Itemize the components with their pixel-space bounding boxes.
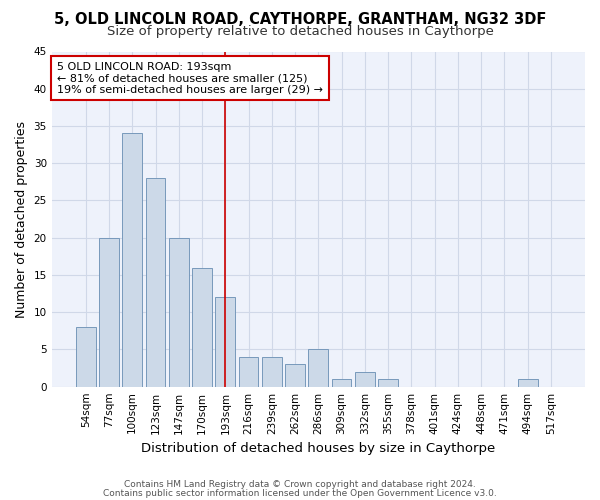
Bar xyxy=(285,364,305,386)
Bar xyxy=(99,238,119,386)
Bar xyxy=(239,357,259,386)
X-axis label: Distribution of detached houses by size in Caythorpe: Distribution of detached houses by size … xyxy=(141,442,496,455)
Bar xyxy=(169,238,188,386)
Text: Size of property relative to detached houses in Caythorpe: Size of property relative to detached ho… xyxy=(107,25,493,38)
Bar xyxy=(146,178,166,386)
Text: 5, OLD LINCOLN ROAD, CAYTHORPE, GRANTHAM, NG32 3DF: 5, OLD LINCOLN ROAD, CAYTHORPE, GRANTHAM… xyxy=(54,12,546,28)
Text: Contains HM Land Registry data © Crown copyright and database right 2024.: Contains HM Land Registry data © Crown c… xyxy=(124,480,476,489)
Bar xyxy=(122,134,142,386)
Bar xyxy=(76,327,95,386)
Bar xyxy=(215,298,235,386)
Bar xyxy=(518,379,538,386)
Bar xyxy=(378,379,398,386)
Bar xyxy=(262,357,282,386)
Text: Contains public sector information licensed under the Open Government Licence v3: Contains public sector information licen… xyxy=(103,488,497,498)
Bar xyxy=(308,350,328,387)
Y-axis label: Number of detached properties: Number of detached properties xyxy=(15,120,28,318)
Text: 5 OLD LINCOLN ROAD: 193sqm
← 81% of detached houses are smaller (125)
19% of sem: 5 OLD LINCOLN ROAD: 193sqm ← 81% of deta… xyxy=(57,62,323,95)
Bar xyxy=(355,372,375,386)
Bar xyxy=(192,268,212,386)
Bar xyxy=(332,379,352,386)
